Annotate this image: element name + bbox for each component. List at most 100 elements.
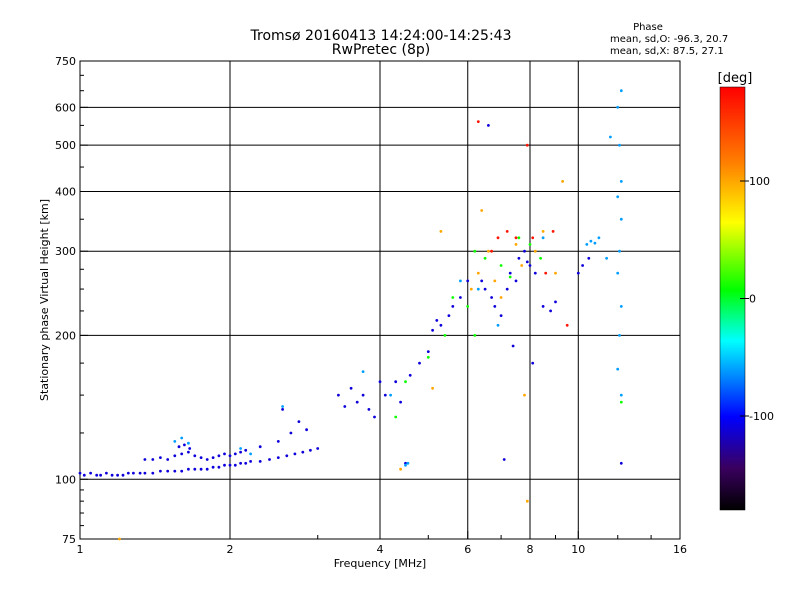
data-point: [514, 236, 518, 240]
data-point: [249, 460, 253, 463]
y-tick-label: 400: [55, 185, 76, 198]
data-point: [82, 473, 86, 477]
y-tick-label: 600: [55, 101, 76, 114]
data-point: [539, 256, 542, 260]
data-point: [528, 243, 532, 246]
data-point: [476, 120, 480, 123]
data-point: [173, 440, 177, 443]
data-point: [466, 279, 470, 283]
y-tick-label: 100: [55, 473, 76, 486]
data-point: [502, 458, 506, 461]
data-point: [499, 264, 503, 267]
data-point: [544, 271, 548, 275]
data-point: [616, 367, 620, 371]
data-point: [285, 454, 289, 458]
data-point: [480, 279, 484, 283]
data-point: [505, 287, 509, 291]
data-point: [533, 249, 537, 253]
data-point: [520, 264, 524, 267]
data-point: [525, 143, 529, 147]
data-point: [404, 463, 407, 467]
data-point: [166, 469, 170, 473]
data-point: [193, 454, 197, 458]
colorbar-tick-label: 100: [749, 175, 770, 188]
data-point: [541, 305, 545, 308]
data-point: [239, 450, 243, 454]
data-point: [459, 279, 462, 283]
data-point: [554, 271, 557, 275]
data-point: [581, 264, 584, 267]
data-point: [528, 264, 532, 267]
y-tick-label: 300: [55, 245, 76, 258]
data-point: [177, 445, 181, 449]
data-point: [337, 393, 340, 397]
data-point: [180, 469, 184, 473]
data-point: [316, 447, 320, 450]
data-point: [378, 380, 382, 384]
data-point: [473, 334, 477, 337]
data-point: [95, 473, 99, 477]
data-point: [618, 249, 621, 253]
data-point: [258, 445, 262, 449]
data-point: [143, 471, 147, 475]
data-point: [490, 296, 493, 299]
data-point: [554, 300, 557, 304]
chart-title-line2: RwPretec (8p): [332, 42, 430, 58]
data-point: [99, 473, 102, 477]
data-point: [406, 461, 410, 465]
data-point: [605, 256, 608, 260]
data-point: [499, 296, 503, 299]
colorbar-ticks: 100 0 -100: [740, 175, 774, 423]
data-point: [205, 458, 209, 461]
data-point: [228, 463, 232, 467]
data-point: [217, 454, 221, 458]
data-point: [394, 380, 398, 384]
phase-stats-o: mean, sd,O: -96.3, 20.7: [610, 34, 728, 45]
data-point: [619, 217, 623, 221]
data-point: [431, 328, 434, 332]
data-point: [476, 287, 480, 291]
data-point: [618, 334, 621, 337]
data-point: [187, 441, 190, 445]
data-point: [404, 380, 407, 384]
data-point: [138, 471, 142, 475]
data-point: [228, 454, 232, 458]
data-point: [383, 393, 387, 397]
y-tick-label: 750: [55, 55, 76, 68]
data-point: [469, 287, 473, 291]
data-point: [305, 428, 308, 432]
data-point: [361, 370, 365, 373]
colorbar-tick-label: -100: [749, 410, 774, 423]
data-point: [480, 209, 484, 212]
data-point: [508, 271, 512, 275]
data-point: [180, 436, 184, 440]
data-point: [426, 350, 430, 353]
data-point: [188, 447, 192, 450]
data-point: [361, 393, 365, 397]
data-point: [143, 458, 147, 461]
data-point: [187, 467, 190, 471]
data-point: [239, 461, 243, 465]
data-point: [517, 256, 521, 260]
data-point: [451, 296, 455, 299]
data-point: [297, 420, 301, 423]
data-point: [551, 230, 555, 233]
x-tick-label: 8: [527, 543, 534, 556]
data-point: [523, 249, 526, 253]
data-point: [496, 236, 500, 240]
data-point: [244, 461, 248, 465]
data-point: [549, 309, 552, 313]
data-point: [233, 452, 237, 456]
data-point: [281, 405, 284, 408]
data-point: [159, 469, 162, 473]
data-point: [289, 431, 293, 435]
data-point: [531, 361, 535, 365]
x-tick-label: 2: [227, 543, 234, 556]
data-point: [499, 314, 503, 317]
data-point: [193, 467, 197, 471]
data-point: [223, 452, 226, 456]
data-point: [505, 230, 509, 233]
data-point: [199, 467, 203, 471]
phase-stats-x: mean, sd,X: 87.5, 27.1: [610, 46, 724, 57]
